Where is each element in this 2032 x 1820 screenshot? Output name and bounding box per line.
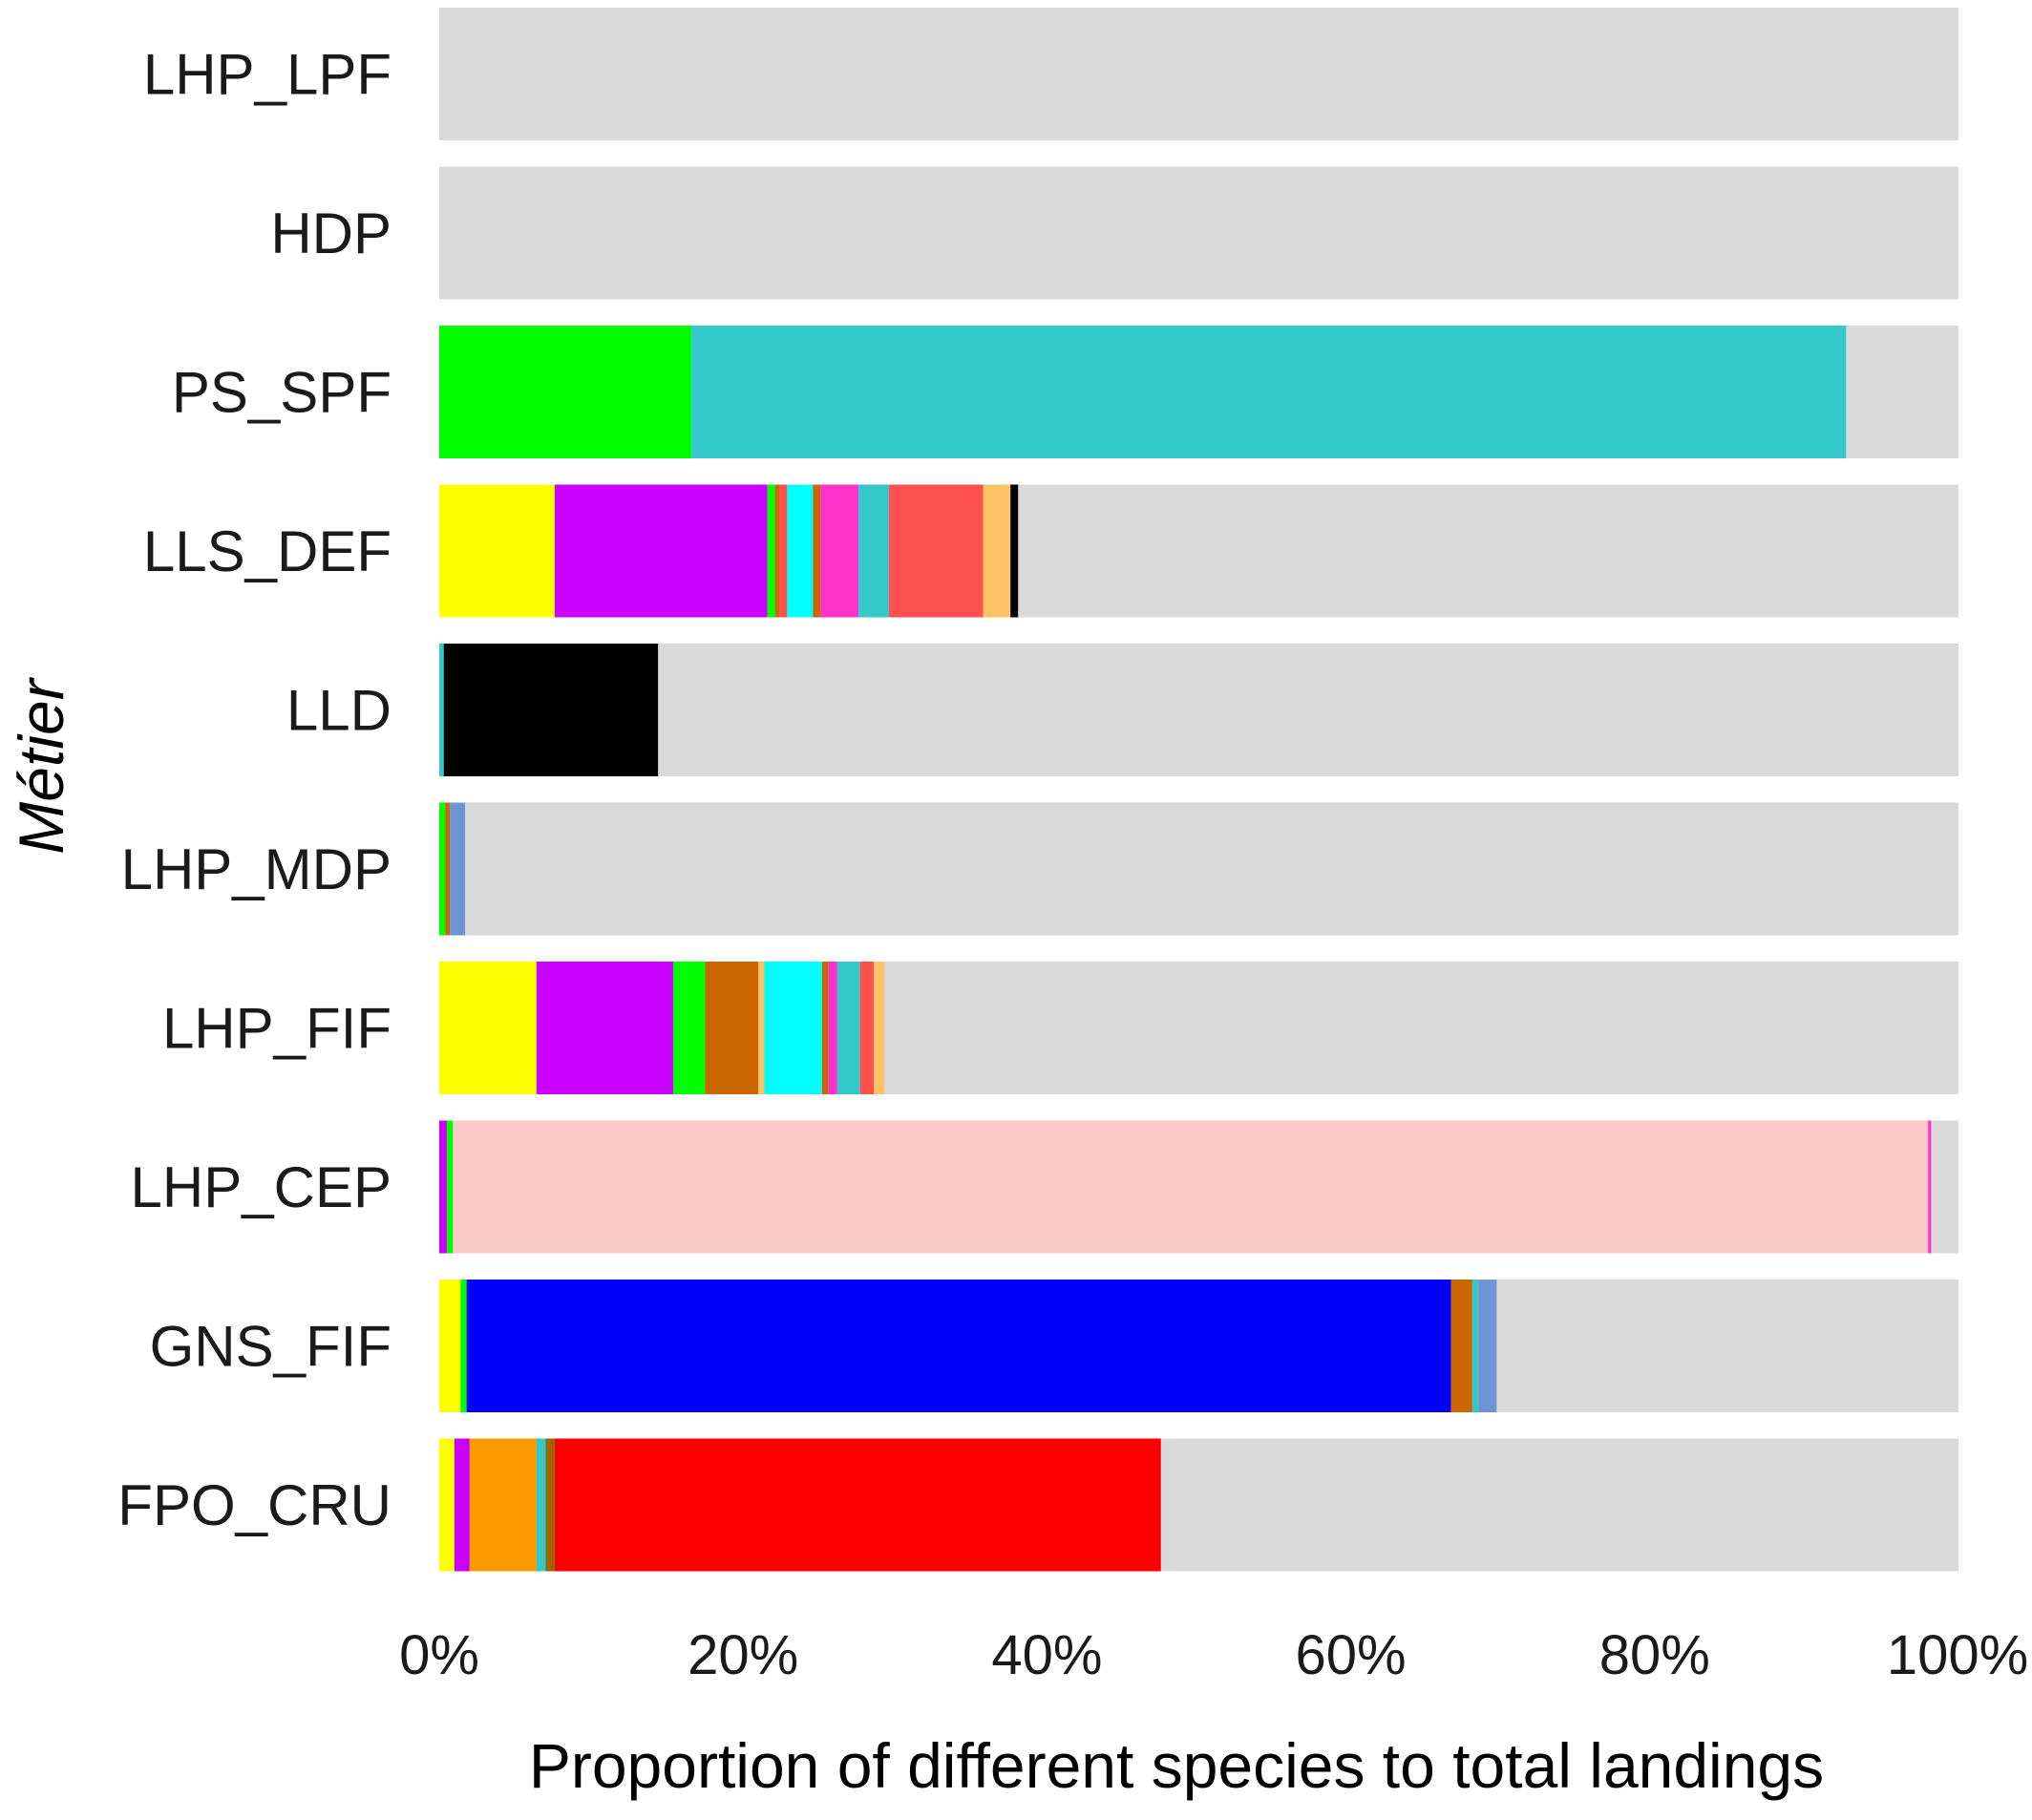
bar-lls-def (439, 484, 1958, 618)
bars-layer (439, 8, 1958, 1572)
bar-gns-fif (439, 1280, 1958, 1412)
y-axis-title: Métier (6, 676, 76, 854)
bar-segment (460, 1280, 467, 1412)
category-label: LLD (286, 679, 392, 743)
bar-segment (767, 484, 775, 618)
bar-segment (554, 484, 768, 618)
category-labels: LHP_LPF HDP PS_SPF LLS_DEF LLD LHP_MDP LHP_FIF… (117, 43, 392, 1538)
bar-segment (466, 1280, 1451, 1412)
bar-lld (439, 644, 1958, 776)
bar-segment (1010, 484, 1019, 618)
x-tick-label: 20% (688, 1624, 798, 1686)
bar-segment (673, 962, 706, 1094)
bar-background (439, 802, 1958, 936)
bar-segment (1928, 1120, 1932, 1254)
bar-segment (453, 1120, 1929, 1254)
bar-segment (691, 326, 1847, 458)
bar-segment (439, 1120, 447, 1254)
bar-segment (439, 484, 555, 618)
x-tick-label: 100% (1887, 1624, 2028, 1686)
bar-segment (454, 1438, 470, 1572)
bar-segment (774, 484, 780, 618)
bar-hdp (439, 166, 1958, 300)
bar-segment (439, 802, 446, 936)
category-label: FPO_CRU (117, 1473, 392, 1537)
bar-segment (874, 962, 885, 1094)
x-tick-label: 60% (1296, 1624, 1407, 1686)
bar-segment (821, 962, 829, 1094)
bar-background (439, 8, 1958, 140)
bar-segment (439, 1438, 455, 1572)
bar-background (439, 166, 1958, 300)
bar-segment (554, 1438, 1161, 1572)
bar-segment (439, 326, 692, 458)
bar-segment (764, 962, 822, 1094)
bar-segment (705, 962, 759, 1094)
bar-segment (450, 802, 466, 936)
bar-segment (445, 802, 451, 936)
category-label: GNS_FIF (150, 1315, 392, 1379)
category-label: LHP_LPF (143, 43, 392, 107)
bar-segment (779, 484, 788, 618)
category-label: LLS_DEF (143, 519, 392, 583)
bar-segment (439, 962, 537, 1094)
bar-segment (536, 962, 674, 1094)
x-tick-label: 80% (1599, 1624, 1710, 1686)
category-label: LHP_CEP (131, 1155, 392, 1219)
category-label: PS_SPF (172, 361, 392, 425)
bar-segment (545, 1438, 555, 1572)
bar-lhp-cep (439, 1120, 1958, 1254)
bar-segment (836, 962, 860, 1094)
bar-lhp-lpf (439, 8, 1958, 140)
bar-segment (536, 1438, 546, 1572)
bar-ps-spf (439, 326, 1958, 458)
bar-segment (446, 1120, 454, 1254)
x-axis-title: Proportion of different species to total… (529, 1730, 1824, 1801)
bar-background (439, 644, 1958, 776)
bar-segment (1450, 1280, 1472, 1412)
category-label: HDP (270, 201, 392, 265)
x-tick-label: 0% (399, 1624, 479, 1686)
bar-segment (858, 484, 889, 618)
bar-segment (787, 484, 814, 618)
bar-segment (443, 644, 659, 776)
bar-segment (1471, 1280, 1479, 1412)
bar-lhp-mdp (439, 802, 1958, 936)
bar-segment (813, 484, 821, 618)
x-tick-labels: 0% 20% 40% 60% 80% 100% (399, 1624, 2028, 1686)
bar-segment (983, 484, 1011, 618)
bar-segment (758, 962, 765, 1094)
bar-segment (439, 1280, 461, 1412)
bar-segment (469, 1438, 537, 1572)
bar-fpo-cru (439, 1438, 1958, 1572)
bar-segment (439, 644, 444, 776)
category-label: LHP_MDP (121, 837, 392, 901)
bar-segment (820, 484, 859, 618)
bar-segment (888, 484, 984, 618)
bar-segment (1478, 1280, 1497, 1412)
bar-segment (828, 962, 837, 1094)
category-label: LHP_FIF (162, 997, 392, 1061)
bar-lhp-fif (439, 962, 1958, 1094)
bar-segment (859, 962, 875, 1094)
x-tick-label: 40% (991, 1624, 1102, 1686)
